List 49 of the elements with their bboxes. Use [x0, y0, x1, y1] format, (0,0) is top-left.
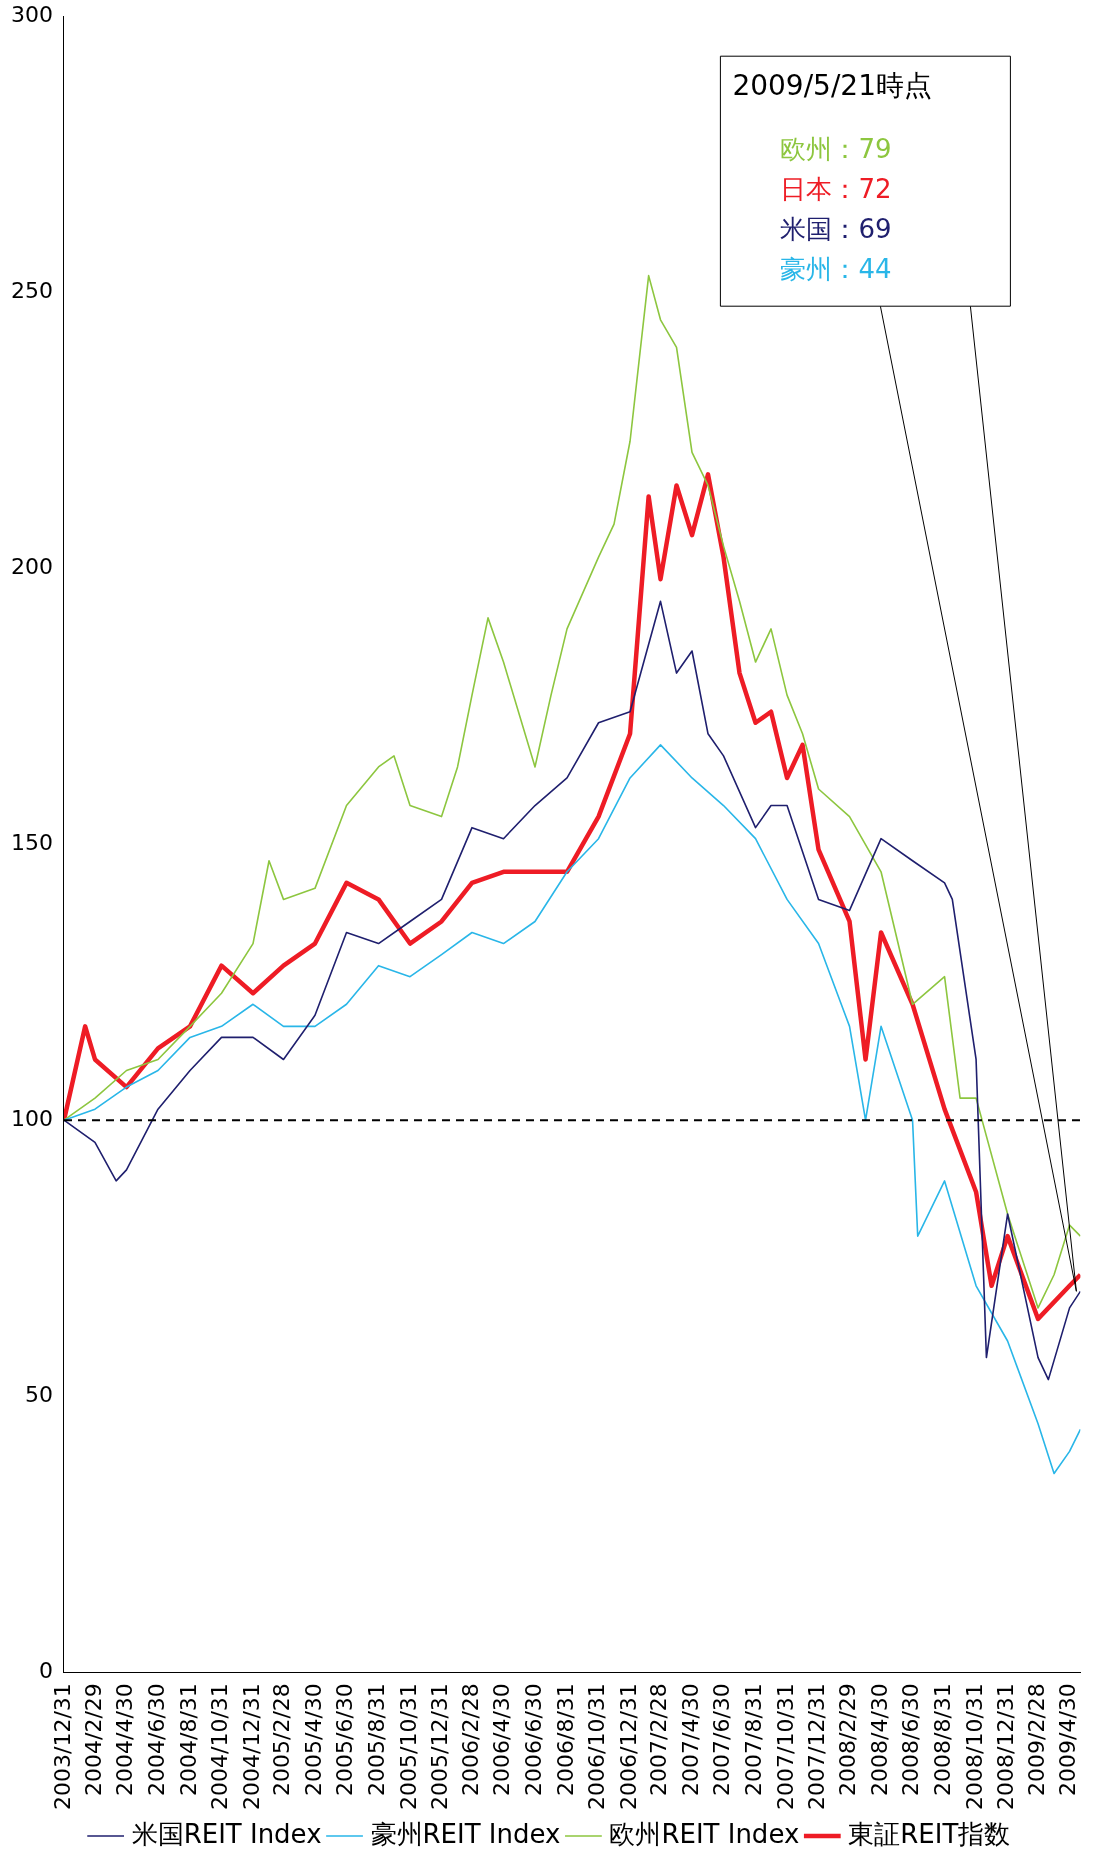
x-tick-label: 2007/4/30: [677, 1683, 703, 1797]
x-tick-label: 2005/6/30: [332, 1683, 358, 1797]
x-tick-label: 2008/6/30: [898, 1683, 924, 1797]
x-tick-label: 2006/8/31: [552, 1683, 578, 1797]
x-tick-label: 2008/12/31: [993, 1683, 1019, 1811]
y-tick-label: 200: [10, 553, 53, 579]
x-tick-label: 2009/4/30: [1055, 1683, 1081, 1797]
y-tick-label: 150: [10, 829, 53, 855]
y-tick-label: 0: [38, 1657, 53, 1683]
x-tick-label: 2006/12/31: [615, 1683, 641, 1811]
x-tick-label: 2004/10/31: [207, 1683, 233, 1811]
x-tick-label: 2005/12/31: [427, 1683, 453, 1811]
x-tick-label: 2004/2/29: [80, 1683, 106, 1797]
annotation: 米国：69: [780, 213, 892, 244]
x-tick-label: 2004/6/30: [143, 1683, 169, 1797]
x-tick-label: 2006/6/30: [520, 1683, 546, 1797]
annotation: 2009/5/21時点: [732, 69, 932, 103]
y-tick-label: 250: [10, 277, 53, 303]
x-tick-label: 2007/2/28: [646, 1683, 672, 1797]
x-tick-label: 2007/6/30: [709, 1683, 735, 1797]
annotation: 豪州：44: [780, 253, 892, 284]
x-tick-label: 2006/2/28: [457, 1683, 483, 1797]
annotation: 日本：72: [780, 173, 892, 204]
x-tick-label: 2005/2/28: [269, 1683, 295, 1797]
x-tick-label: 2007/8/31: [741, 1683, 767, 1797]
x-tick-label: 2007/12/31: [804, 1683, 830, 1811]
x-tick-label: 2004/12/31: [238, 1683, 264, 1811]
x-tick-label: 2008/2/29: [835, 1683, 861, 1797]
x-tick-label: 2009/2/28: [1023, 1683, 1049, 1797]
x-tick-label: 2006/4/30: [489, 1683, 515, 1797]
y-tick-label: 100: [10, 1105, 53, 1131]
x-tick-label: 2003/12/31: [49, 1683, 75, 1811]
x-tick-label: 2008/10/31: [961, 1683, 987, 1811]
x-tick-label: 2004/8/31: [175, 1683, 201, 1797]
legend-label: 東証REIT指数: [848, 1818, 1011, 1849]
x-tick-label: 2004/4/30: [112, 1683, 138, 1797]
x-tick-label: 2006/10/31: [584, 1683, 610, 1811]
legend-label: 欧州REIT Index: [609, 1818, 800, 1849]
annotation: 欧州：79: [780, 133, 892, 164]
x-tick-label: 2008/8/31: [930, 1683, 956, 1797]
x-tick-label: 2005/4/30: [300, 1683, 326, 1797]
x-tick-label: 2008/4/30: [866, 1683, 892, 1797]
x-tick-label: 2005/10/31: [395, 1683, 421, 1811]
legend-label: 豪州REIT Index: [370, 1818, 561, 1849]
legend-label: 米国REIT Index: [131, 1818, 322, 1849]
y-tick-label: 50: [24, 1381, 53, 1407]
x-tick-label: 2007/10/31: [772, 1683, 798, 1811]
y-tick-label: 300: [10, 1, 53, 27]
x-tick-label: 2005/8/31: [364, 1683, 390, 1797]
